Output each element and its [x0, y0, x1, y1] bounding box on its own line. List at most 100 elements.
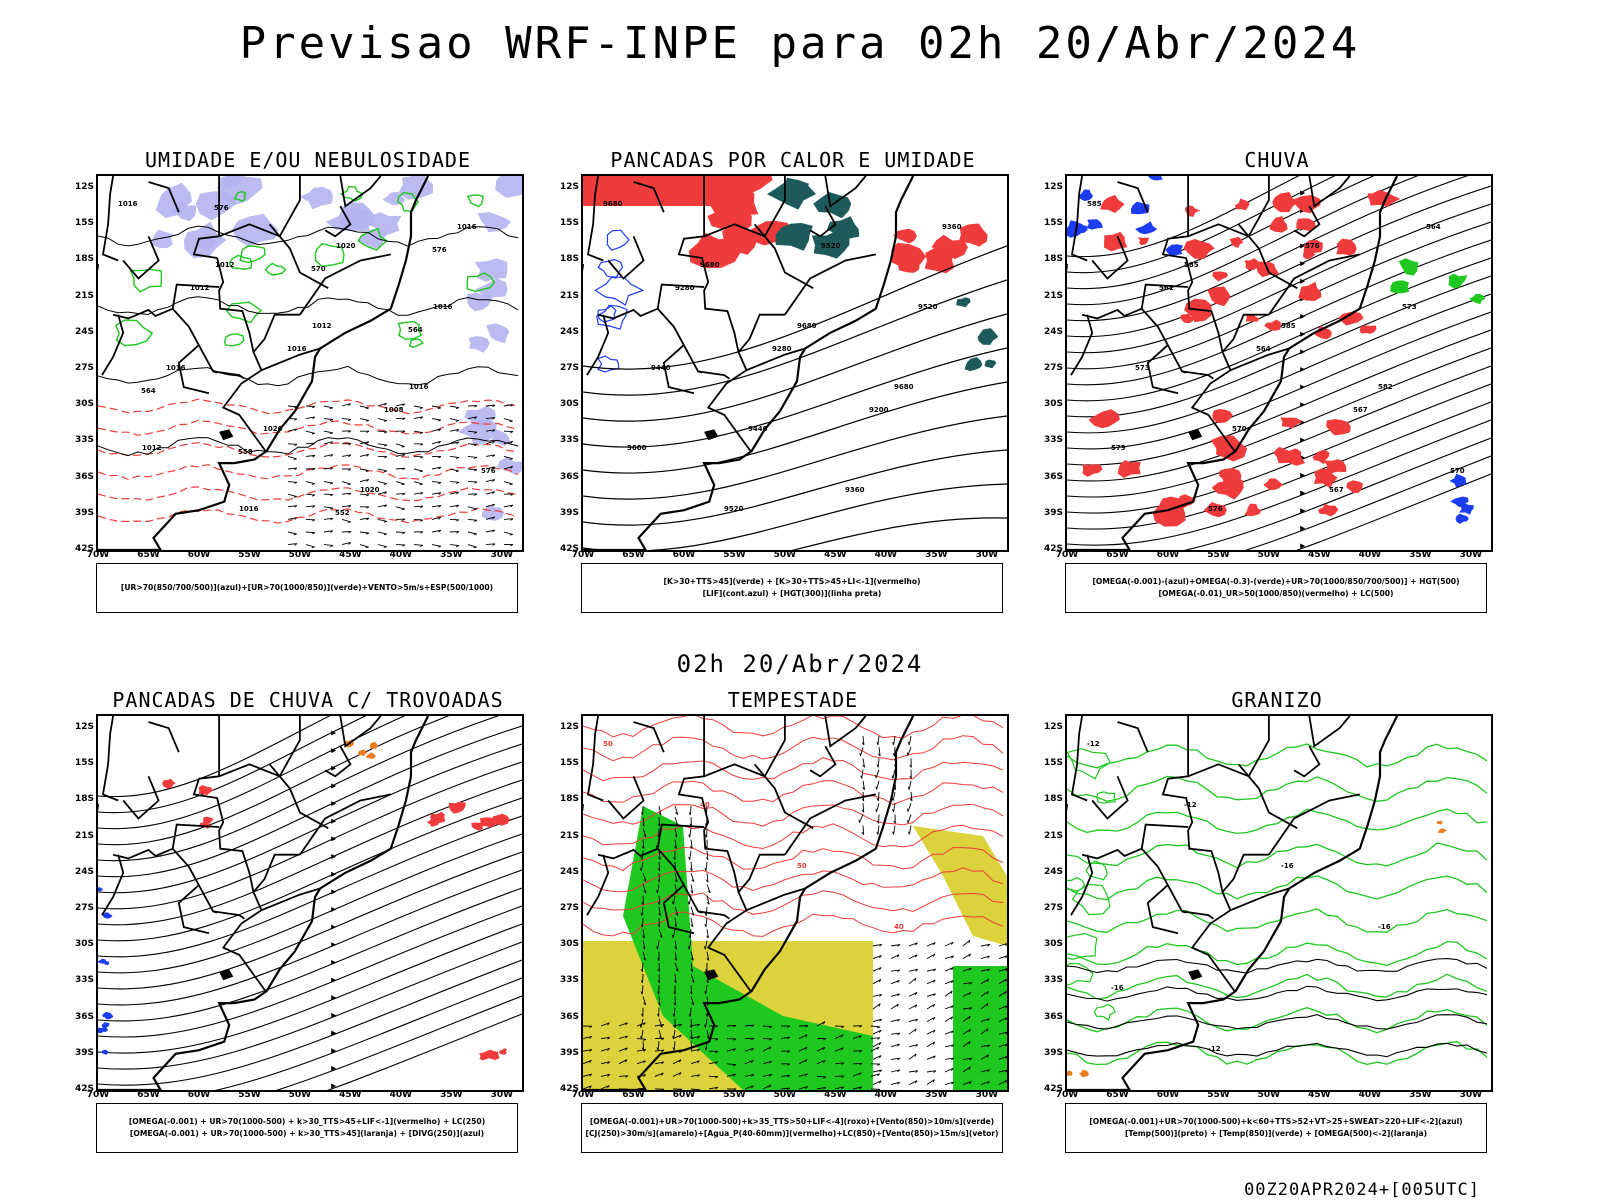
border-line: [809, 205, 837, 238]
border-line: [1070, 314, 1094, 376]
wind-vector: [341, 492, 351, 495]
forecast-panel: PANCADAS POR CALOR E UMIDADE 9680 9680 9680…: [553, 148, 1053, 618]
wind-vector: [449, 429, 459, 432]
streamline: [98, 815, 522, 958]
wind-vector: [690, 1035, 700, 1040]
wind-vector: [656, 1047, 659, 1051]
temp500-contour-black: [1067, 985, 1488, 1002]
humidity-area-blue: [490, 429, 511, 447]
lon-tick-label: 45W: [824, 1090, 847, 1100]
border-line: [697, 910, 730, 920]
wind-vector: [834, 1047, 844, 1052]
wind-vector: [672, 1034, 682, 1040]
lon-tick-label: 70W: [86, 1090, 110, 1100]
lat-tick-label: 42S: [559, 544, 579, 554]
border-line: [101, 176, 119, 262]
wind-vector: [642, 817, 645, 827]
streamline-arrow: [1300, 472, 1306, 478]
map-area: 50 40 50 40: [581, 714, 1009, 1092]
border-line: [1187, 176, 1270, 238]
wind-vector: [877, 791, 880, 802]
wind-vector: [762, 1060, 772, 1065]
wind-vector: [816, 1075, 827, 1078]
wind-vector: [366, 494, 370, 497]
wind-vector: [769, 1073, 773, 1077]
lon-tick-label: 60W: [1156, 1090, 1180, 1100]
run-footer: 00Z20APR2024+[005UTC]: [1244, 1180, 1480, 1200]
lat-tick-label: 42S: [559, 1084, 579, 1094]
wind-vector: [878, 747, 881, 757]
height-contour-black: [583, 415, 1007, 500]
wind-vector: [589, 1073, 593, 1077]
wind-vector: [926, 942, 936, 947]
wind-vector: [897, 944, 901, 947]
wind-vector: [944, 955, 954, 960]
streamline-arrow: [1300, 261, 1306, 267]
wind-vector: [862, 825, 865, 835]
lat-tick-label: 27S: [1043, 903, 1063, 914]
wind-vector: [438, 505, 442, 508]
wind-vector: [589, 1049, 593, 1052]
thickness-contour-red: [98, 486, 519, 502]
wind-vector: [690, 951, 694, 961]
lon-tick-label: 35W: [440, 550, 463, 560]
wind-vector: [395, 453, 405, 457]
thunderstorm-area-red: [471, 822, 483, 831]
wind-vector: [395, 506, 405, 510]
border-line: [597, 307, 659, 320]
wind-vector: [643, 1049, 647, 1052]
lat-tick-label: 36S: [74, 471, 94, 482]
wind-vector: [657, 868, 661, 872]
humidity-contour-green: [314, 242, 345, 268]
wind-vector: [852, 1035, 862, 1040]
temp850-contour-green: [1071, 883, 1111, 916]
wind-vector: [890, 944, 900, 947]
wind-vector: [377, 531, 387, 535]
thickness-contour-red: [98, 419, 519, 436]
wind-vector: [656, 946, 659, 950]
wind-vector: [492, 503, 495, 507]
border-line: [586, 716, 604, 802]
instability-area-red: [685, 176, 747, 206]
humidity-contour-green: [225, 301, 263, 324]
lon-tick-label: 70W: [571, 550, 595, 560]
wind-vector: [689, 868, 693, 872]
wind-vector: [892, 753, 895, 757]
wind-vector: [449, 455, 459, 458]
water-contour-red: [583, 803, 1004, 827]
map-svg: 585 585 585 582 579 576 576 573 573 570 567 564 561 5…: [1067, 176, 1491, 550]
wind-vector: [384, 431, 388, 434]
instability-area-red: [893, 228, 917, 244]
lagoon-shape: [219, 969, 234, 981]
wind-vector: [968, 1041, 971, 1045]
wind-vector: [674, 805, 679, 815]
wind-vector: [640, 912, 643, 916]
lat-tick-label: 36S: [559, 1011, 579, 1022]
wind-vector: [640, 968, 643, 972]
wind-vector: [341, 481, 351, 485]
map-svg: 9680 9680 9680 9680 9600 9520 9520 9520 9440 9440…: [583, 176, 1007, 550]
wind-vector: [860, 775, 863, 779]
wind-vector: [618, 1075, 629, 1077]
wind-vector: [492, 529, 496, 533]
border-line: [784, 253, 876, 316]
wind-vector: [395, 481, 405, 485]
lifted-index-contour: [606, 229, 630, 251]
wind-vector: [998, 1079, 1007, 1085]
panel-legend: [UR>70(850/700/500)](azul)+[UR>70(1000/8…: [96, 563, 518, 613]
wind-vector: [872, 1055, 882, 1060]
wind-vector: [384, 456, 388, 459]
wind-vector: [473, 546, 477, 549]
wind-vector: [691, 912, 695, 916]
wind-vector: [413, 544, 424, 546]
wind-vector: [841, 1034, 844, 1038]
wind-vector: [859, 1025, 863, 1028]
rain-area-red: [1298, 281, 1322, 301]
wind-vector: [420, 443, 424, 446]
wind-vector: [744, 1024, 755, 1027]
border-line: [597, 847, 659, 860]
wind-vector: [661, 1072, 664, 1076]
wind-vector: [787, 1036, 791, 1040]
panel-title: PANCADAS POR CALOR E UMIDADE: [610, 148, 976, 172]
contour-label: 564: [1256, 345, 1271, 353]
